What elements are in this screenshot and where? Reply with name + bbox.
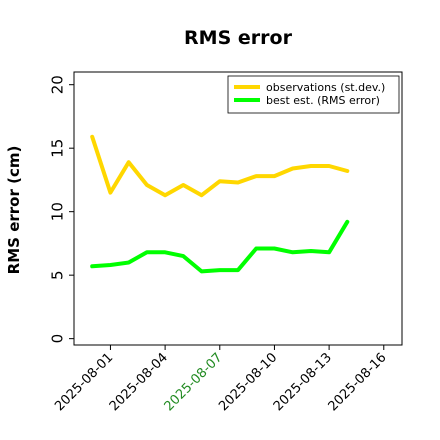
chart-title: RMS error bbox=[184, 27, 293, 49]
plot-area bbox=[73, 71, 403, 346]
y-axis-label: RMS error (cm) bbox=[5, 146, 23, 275]
legend-label: observations (st.dev.) bbox=[266, 81, 385, 94]
x-tick-label: 2025-08-16 bbox=[326, 350, 390, 414]
series-line-2 bbox=[90, 219, 350, 274]
y-tick-label: 20 bbox=[49, 75, 67, 94]
y-tick-label: 5 bbox=[49, 270, 67, 280]
y-tick-label: 15 bbox=[49, 139, 67, 158]
series-layer bbox=[90, 134, 350, 274]
y-axis: 0 5 10 15 20 bbox=[49, 75, 74, 344]
legend-label: best est. (RMS error) bbox=[266, 94, 380, 107]
y-tick-label: 0 bbox=[49, 334, 67, 344]
legend: observations (st.dev.)best est. (RMS err… bbox=[227, 75, 400, 114]
series-line-1 bbox=[90, 134, 350, 198]
y-tick-label: 10 bbox=[49, 202, 67, 221]
x-axis: 2025-08-012025-08-042025-08-072025-08-10… bbox=[52, 345, 390, 414]
legend-box bbox=[227, 75, 400, 114]
plot-frame bbox=[73, 71, 403, 346]
